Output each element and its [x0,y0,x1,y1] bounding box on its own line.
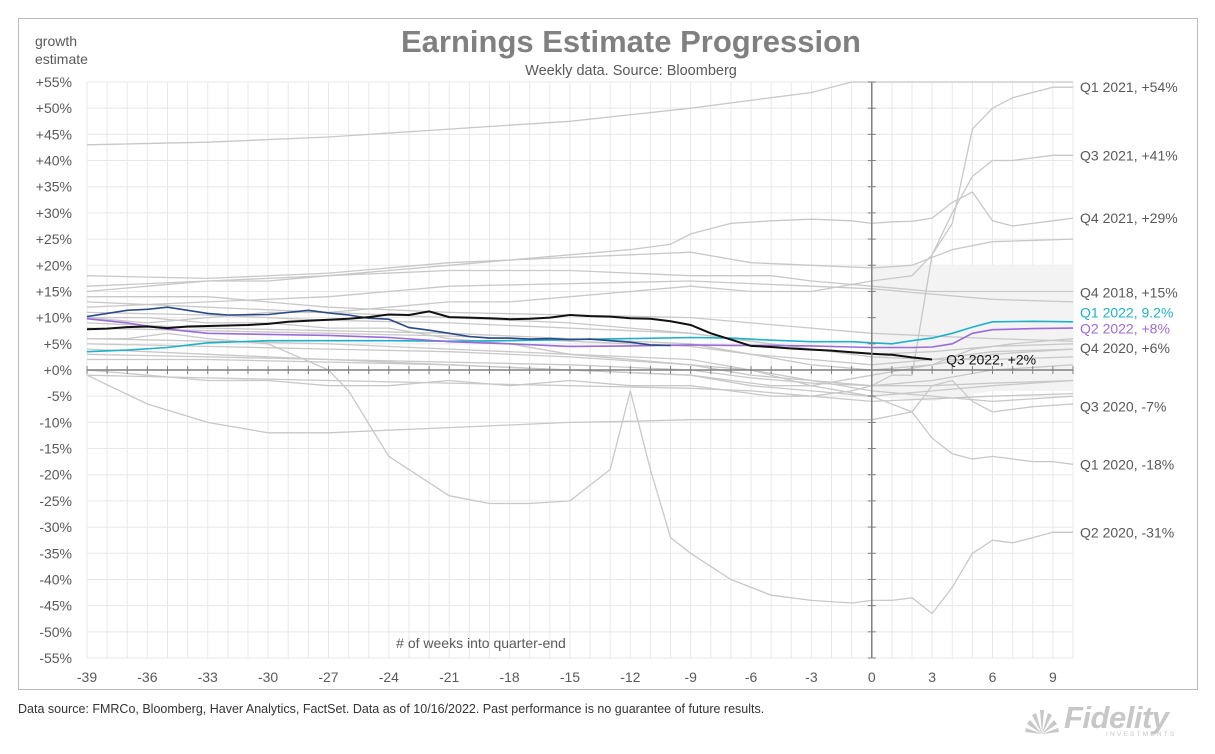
background-series-line [87,332,1073,615]
y-tick-label: +25% [36,231,72,247]
y-axis-label-line1: growth [35,33,77,49]
background-series-lines [86,81,1074,615]
y-tick-label: +40% [36,153,72,169]
x-tick-label: -36 [137,669,157,685]
background-series-line [86,191,1074,293]
series-end-label: Q3 2021, +41% [1080,147,1178,163]
y-tick-label: +15% [36,283,72,299]
y-tick-label: +45% [36,126,72,142]
y-tick-label: -40% [39,571,72,587]
highlight-series-lines [86,306,1074,361]
background-series-line [86,154,1073,324]
highlight-series-line [86,317,1074,349]
x-tick-label: -27 [318,669,338,685]
y-tick-label: -30% [39,519,72,535]
x-tick-label: -21 [439,669,459,685]
x-tick-label: -6 [745,669,758,685]
background-series-line [86,374,1074,434]
series-end-label: Q4 2020, +6% [1080,340,1170,356]
y-tick-label: +20% [36,257,72,273]
series-end-label: Q1 2022, 9.2% [1080,304,1173,320]
y-tick-label: +35% [36,179,72,195]
y-tick-label: -10% [39,414,72,430]
fidelity-logo: Fidelity INVESTMENTS [1022,700,1202,744]
background-series-line [86,238,1074,280]
background-series-line [86,327,1074,366]
background-series-line [86,337,1074,403]
y-tick-label: +0% [44,362,72,378]
x-tick-label: -9 [684,669,697,685]
chart-subtitle: Weekly data. Source: Bloomberg [525,63,737,79]
series-end-label: Q1 2021, +54% [1080,79,1178,95]
axes [86,81,1074,659]
y-tick-labels: +55% +50% +45% +40% +35% +30% +25% +20% +15% +10%… [36,74,72,666]
series-end-label: Q4 2018, +15% [1080,285,1178,301]
y-tick-label: -20% [39,467,72,483]
x-tick-label: -30 [258,669,278,685]
x-tick-label: -39 [77,669,97,685]
y-tick-label: +5% [44,336,72,352]
y-tick-label: -35% [39,545,72,561]
y-tick-label: -15% [39,441,72,457]
x-tick-label: -3 [805,669,818,685]
y-tick-label: +55% [36,74,72,90]
x-tick-label: -18 [499,669,519,685]
series-end-label: Q3 2020, -7% [1080,399,1166,415]
x-tick-label: 0 [868,669,876,685]
background-series-line [86,280,1074,308]
y-tick-label: -25% [39,493,72,509]
series-end-labels: Q1 2021, +54% Q3 2021, +41% Q4 2021, +29% Q… [1080,79,1178,540]
q3-2022-label: Q3 2022, +2% [946,352,1036,368]
background-series-line [86,81,1073,146]
y-tick-label: -50% [39,624,72,640]
footer-source-note: Data source: FMRCo, Bloomberg, Haver Ana… [18,702,765,716]
series-end-label: Q2 2020, -31% [1080,524,1174,540]
x-tick-label: 6 [989,669,997,685]
x-tick-label: -33 [198,669,218,685]
y-tick-label: +30% [36,205,72,221]
background-series-line [86,322,1074,371]
y-tick-label: -55% [39,650,72,666]
series-end-label: Q2 2022, +8% [1080,321,1170,337]
x-tick-label: -12 [620,669,640,685]
highlight-series-line [86,310,933,361]
background-series-line [86,86,1073,397]
y-tick-label: -5% [47,388,72,404]
fidelity-sunburst-icon [1025,710,1059,734]
x-axis-label: # of weeks into quarter-end [396,635,566,651]
fidelity-wordmark: Fidelity [1064,700,1169,735]
y-tick-label: +50% [36,100,72,116]
series-end-label: Q1 2020, -18% [1080,456,1174,472]
series-end-label: Q4 2021, +29% [1080,210,1178,226]
x-tick-label: -15 [560,669,580,685]
x-tick-label: 3 [928,669,936,685]
background-series-line [86,353,1074,387]
fidelity-investments-subtext: INVESTMENTS [1106,731,1177,738]
background-series-line [87,358,1074,397]
x-tick-label: 9 [1049,669,1057,685]
chart-frame [18,18,1198,690]
y-tick-label: +10% [36,310,72,326]
chart-title: Earnings Estimate Progression [401,24,861,59]
background-series-line [86,374,1074,403]
highlight-series-line [86,306,671,347]
y-tick-label: -45% [39,598,72,614]
x-tick-labels: -39 -36 -33 -30 -27 -24 -21 -18 -15 -12 -9 -6 -3 0 3 6 9 [77,669,1057,685]
y-axis-label-line2: estimate [35,51,88,67]
x-tick-label: -24 [379,669,399,685]
chart-canvas: +55% +50% +45% +40% +35% +30% +25% +20% +15% +10%… [35,24,1178,685]
highlight-series-line [86,320,1074,353]
background-series-line [86,269,1073,293]
